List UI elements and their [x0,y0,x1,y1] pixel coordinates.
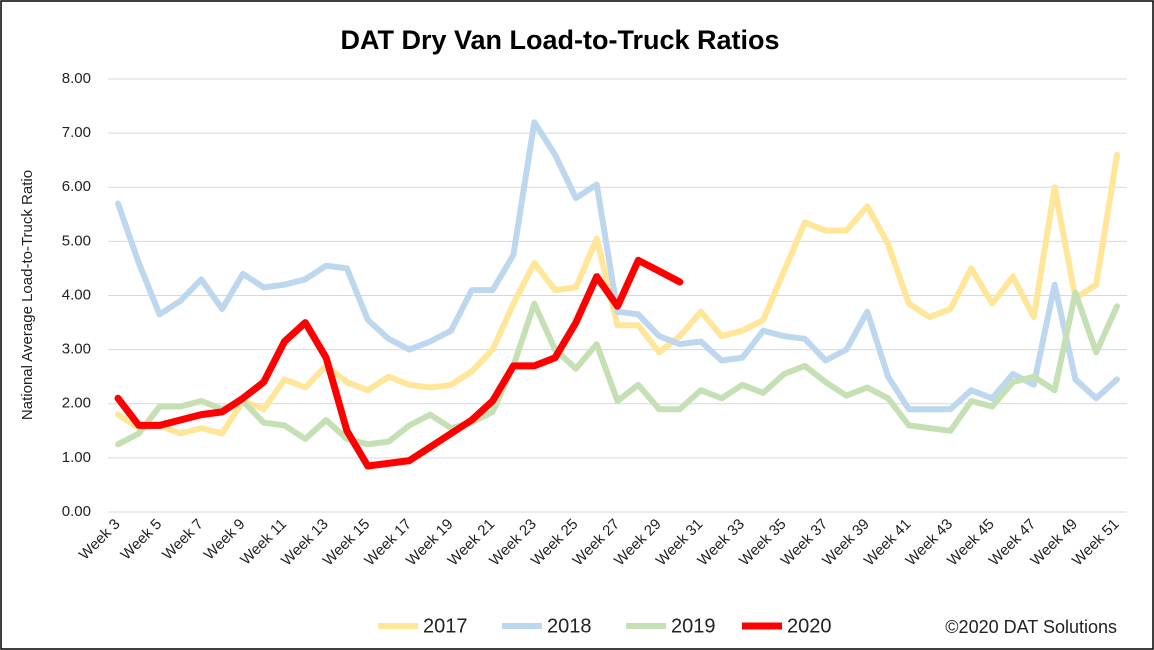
y-tick-label: 4.00 [62,286,91,303]
series-line [114,256,684,470]
chart-title: DAT Dry Van Load-to-Truck Ratios [340,25,779,55]
y-tick-label: 5.00 [62,232,91,249]
legend-label: 2020 [787,615,832,637]
legend-label: 2018 [547,615,592,637]
y-tick-label: 0.00 [62,503,91,520]
y-tick-label: 7.00 [62,124,91,141]
y-tick-label: 2.00 [62,395,91,412]
y-tick-label: 6.00 [62,178,91,195]
series-line [115,119,1120,413]
y-axis-label: National Average Load-to-Truck Ratio [19,170,36,420]
y-tick-label: 8.00 [62,70,91,87]
credit: ©2020 DAT Solutions [945,617,1117,637]
y-tick-label: 1.00 [62,449,91,466]
legend-label: 2017 [423,615,468,637]
series-line [115,151,1120,437]
series-line [115,289,1120,448]
y-tick-label: 3.00 [62,341,91,358]
legend-label: 2019 [671,615,716,637]
